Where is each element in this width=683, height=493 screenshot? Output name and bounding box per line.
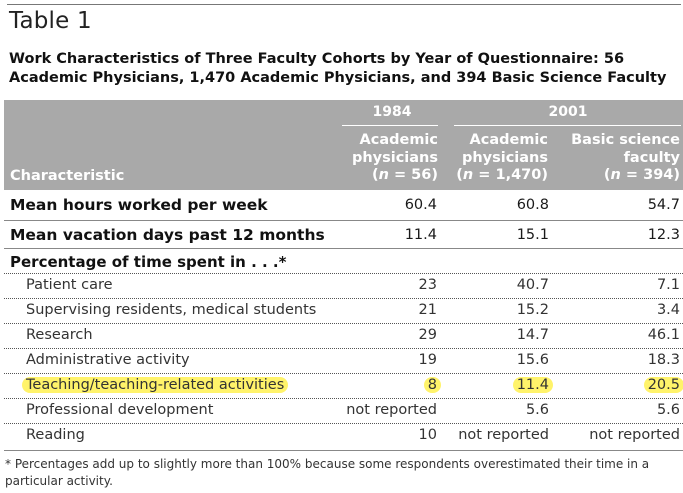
cell-value: 54.7 [647,197,680,213]
cell-value: 18.3 [647,352,680,368]
row-divider [4,273,683,274]
table-row: Research 29 14.7 46.1 [4,324,683,349]
row-label: Teaching/teaching-related activities [22,377,289,393]
cell-value: 11.4 [454,377,553,393]
table-row-hours: Mean hours worked per week 60.4 60.8 54.… [4,191,683,220]
cell-value: 60.8 [516,197,549,213]
section-label: Percentage of time spent in . . .* [10,253,287,271]
cell-value: 46.1 [647,327,680,343]
table-header: 1984 2001 Academic physicians (n = 56) A… [4,100,683,190]
year-2001-header: 2001 [548,104,588,120]
column-header-n: (n = 56) [371,167,438,183]
cell-value: 40.7 [516,277,549,293]
row-divider [4,298,683,299]
table-row: Supervising residents, medical students … [4,299,683,324]
cell-value: 21 [418,302,437,318]
cell-value: 8 [344,377,441,393]
cell-value: 3.4 [656,302,680,318]
row-label: Supervising residents, medical students [26,302,317,318]
row-label: Patient care [26,277,113,293]
column-header-academic-1984: Academic physicians (n = 56) [340,132,438,185]
row-divider [4,220,683,221]
table-label: Table 1 [9,8,92,34]
cell-value: not reported [589,427,680,443]
cell-value: 7.1 [656,277,680,293]
cell-value: 15.1 [516,227,549,243]
table-bottom-rule [4,450,683,451]
row-divider [4,398,683,399]
highlight-mark: Teaching/teaching-related activities [22,377,289,393]
characteristic-header: Characteristic [10,168,125,184]
row-label: Research [26,327,93,343]
cell-value: not reported [458,427,549,443]
cell-value: 29 [418,327,437,343]
column-header-n: (n = 394) [603,167,680,183]
row-divider [4,423,683,424]
year-1984-rule [342,125,438,126]
cell-value: 23 [418,277,437,293]
row-divider [4,248,683,249]
table-row: Administrative activity 19 15.6 18.3 [4,349,683,374]
row-divider [4,323,683,324]
column-header-academic-2001: Academic physicians (n = 1,470) [452,132,548,185]
cell-value: 5.6 [525,402,549,418]
row-divider [4,373,683,374]
cell-value: not reported [346,402,437,418]
cell-value: 19 [418,352,437,368]
cell-value: 14.7 [516,327,549,343]
highlight-mark: 8 [423,377,441,393]
percentage-section-header: Percentage of time spent in . . .* [4,250,683,274]
table-row: Patient care 23 40.7 7.1 [4,274,683,299]
column-header-line: Academic [469,132,549,148]
column-header-line: physicians [461,149,548,166]
cell-value: 11.4 [404,227,437,243]
column-header-line: Basic science [571,132,680,148]
cell-value: 10 [418,427,437,443]
column-header-n: (n = 1,470) [456,167,548,183]
row-label: Administrative activity [26,352,190,368]
cell-value: 15.2 [516,302,549,318]
column-header-basic-science-2001: Basic science faculty (n = 394) [560,132,680,185]
row-label: Reading [26,427,85,443]
column-header-line: Academic [359,132,439,148]
row-label: Mean vacation days past 12 months [10,226,325,244]
column-header-line: faculty [623,149,680,166]
table-row: Professional development not reported 5.… [4,399,683,424]
cell-value: 12.3 [647,227,680,243]
table-row-highlighted: Teaching/teaching-related activities 8 1… [4,374,683,399]
cell-value: 60.4 [404,197,437,213]
cell-value: 5.6 [656,402,680,418]
table-row: Reading 10 not reported not reported [4,424,683,449]
highlight-mark: 11.4 [512,377,553,393]
row-divider [4,348,683,349]
column-header-line: physicians [351,149,438,166]
year-2001-rule [454,125,681,126]
year-1984-header: 1984 [372,104,412,120]
top-rule [7,4,681,5]
row-label: Mean hours worked per week [10,196,268,214]
table-footnote: * Percentages add up to slightly more th… [5,457,650,488]
cell-value: 15.6 [516,352,549,368]
highlight-mark: 20.5 [643,377,683,393]
cell-value: 20.5 [564,377,683,393]
table-row-vacation: Mean vacation days past 12 months 11.4 1… [4,221,683,250]
table-caption: Work Characteristics of Three Faculty Co… [9,51,667,86]
row-label: Professional development [26,402,214,418]
